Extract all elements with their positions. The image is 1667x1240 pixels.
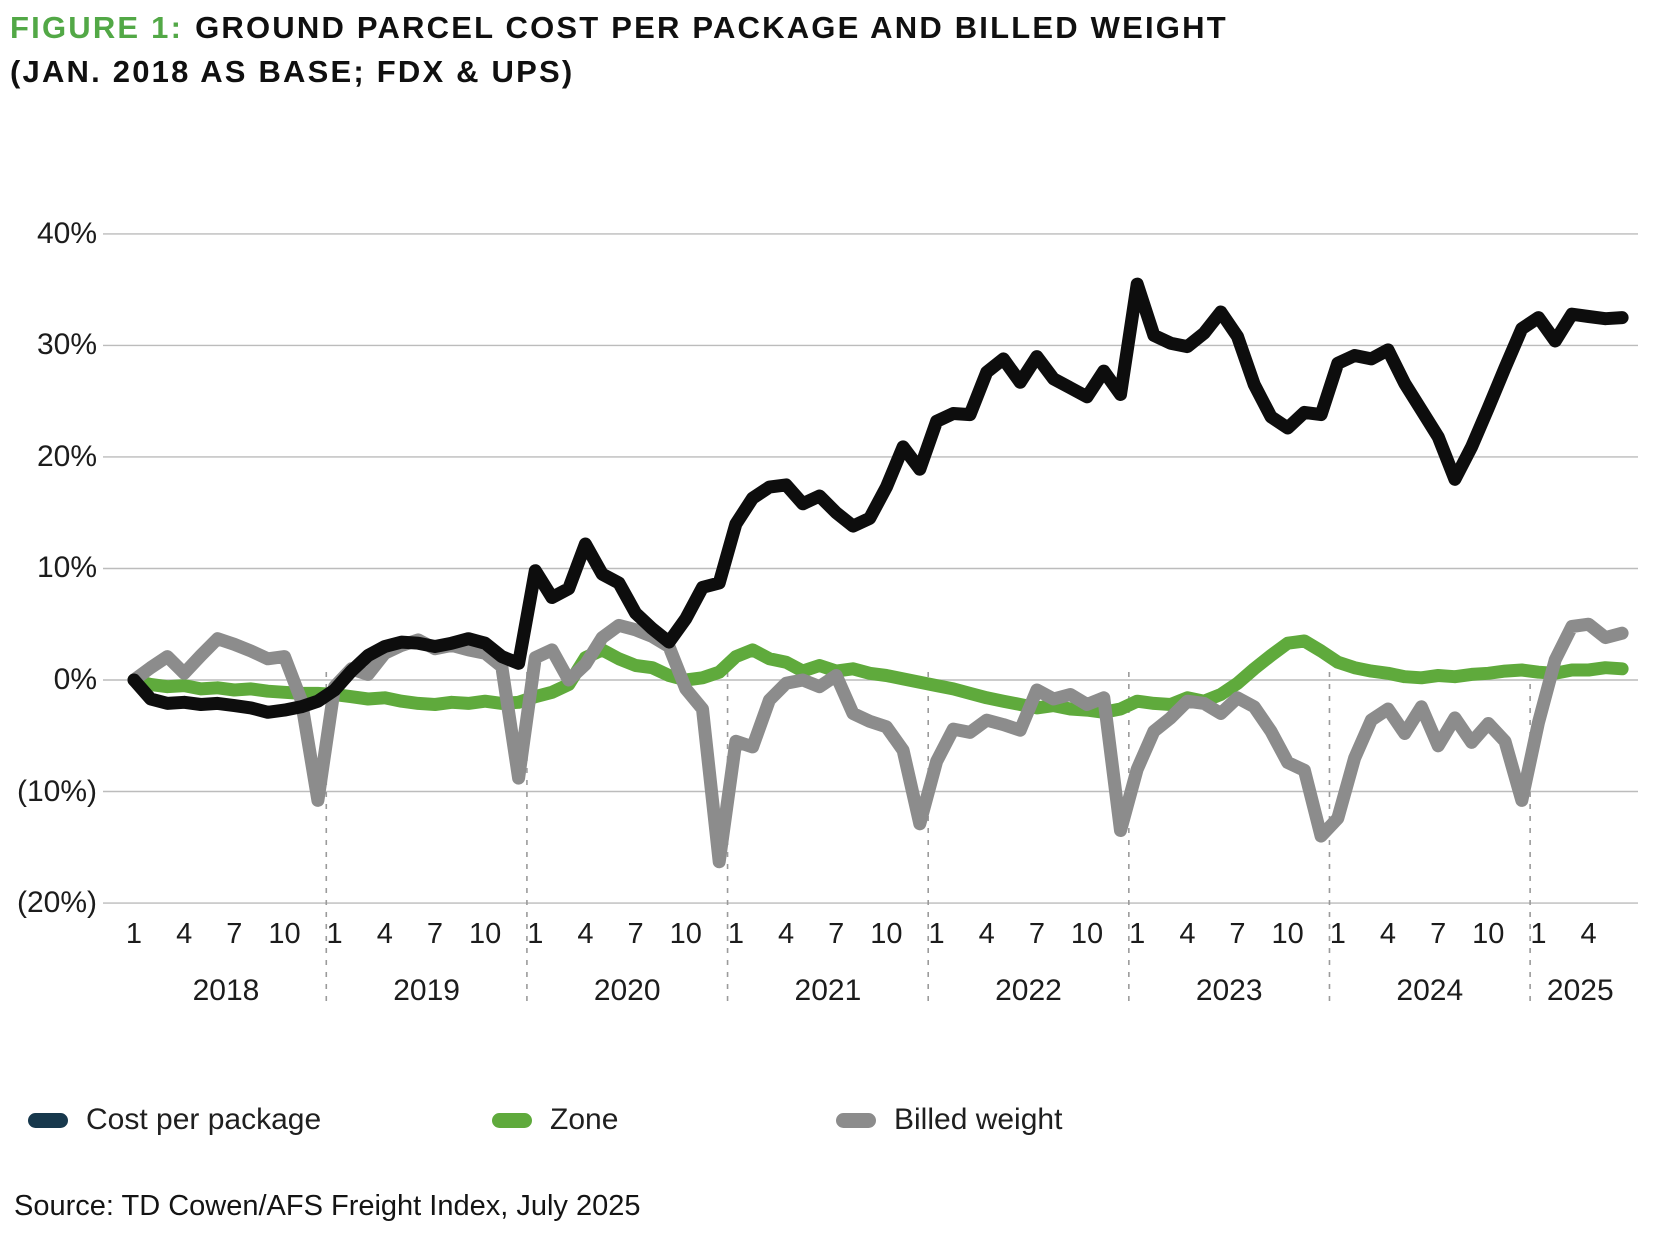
legend-swatch-icon (28, 1112, 68, 1128)
x-axis-tick-label: 4 (1580, 918, 1597, 950)
legend-item-billed-weight: Billed weight (836, 1100, 1062, 1140)
x-axis-tick-label: 10 (669, 918, 702, 950)
x-axis-year-label: 2020 (593, 974, 661, 1007)
x-axis-year-label: 2021 (794, 974, 862, 1007)
legend-label: Zone (550, 1103, 619, 1136)
y-axis-label: 30% (36, 328, 97, 362)
x-axis-tick-label: 4 (376, 918, 393, 950)
x-axis-tick-label: 7 (1430, 918, 1447, 950)
x-axis-tick-label: 10 (268, 918, 301, 950)
series-line-billed-weight (127, 617, 1629, 869)
source-note: Source: TD Cowen/AFS Freight Index, July… (14, 1190, 641, 1222)
x-axis-tick-label: 7 (1229, 918, 1246, 950)
figure-title-line1: FIGURE 1: GROUND PARCEL COST PER PACKAGE … (10, 6, 1228, 50)
x-axis-tick-label: 1 (928, 918, 945, 950)
x-axis-tick-label: 4 (978, 918, 995, 950)
legend-item-cost-per-package: Cost per package (28, 1100, 321, 1140)
legend-item-zone: Zone (492, 1100, 618, 1140)
x-axis-tick-label: 10 (1472, 918, 1505, 950)
x-axis-tick-label: 7 (226, 918, 243, 950)
series-line-cost-per-package (127, 277, 1629, 719)
x-axis-tick-label: 4 (778, 918, 795, 950)
x-axis-tick-label: 10 (870, 918, 903, 950)
x-axis-year-label: 2018 (192, 974, 260, 1007)
x-axis-tick-label: 7 (627, 918, 644, 950)
figure-title-text: GROUND PARCEL COST PER PACKAGE AND BILLE… (195, 10, 1228, 45)
figure-label: FIGURE 1: (10, 10, 184, 45)
x-axis-year-label: 2023 (1195, 974, 1263, 1007)
x-axis-tick-label: 7 (828, 918, 845, 950)
x-axis-tick-label: 1 (1329, 918, 1346, 950)
x-axis-year-label: 2019 (393, 974, 460, 1007)
x-axis-tick-label: 4 (1379, 918, 1397, 950)
legend-label: Billed weight (894, 1103, 1063, 1136)
x-axis-tick-label: 7 (426, 918, 444, 950)
x-axis-tick-label: 10 (1271, 918, 1304, 950)
x-axis-tick-label: 1 (527, 918, 544, 950)
y-axis-label: 40% (36, 216, 97, 250)
x-axis-year-label: 2024 (1396, 974, 1464, 1007)
x-axis-tick-label: 4 (176, 918, 193, 950)
x-axis-tick-label: 1 (326, 918, 343, 950)
y-axis-label: 10% (36, 551, 97, 585)
x-axis-tick-label: 1 (1530, 918, 1547, 950)
y-axis-label: 0% (53, 663, 97, 696)
x-axis-tick-label: 10 (1070, 918, 1104, 950)
figure-title: FIGURE 1: GROUND PARCEL COST PER PACKAGE … (10, 6, 1228, 94)
y-axis-label: (10%) (16, 774, 97, 808)
figure-title-line2: (JAN. 2018 AS BASE; FDX & UPS) (10, 54, 575, 89)
legend-swatch-icon (836, 1112, 876, 1128)
y-axis-label: 20% (36, 439, 97, 473)
x-axis-tick-label: 4 (577, 918, 594, 950)
x-axis-tick-label: 1 (727, 918, 744, 950)
x-axis-tick-label: 10 (468, 918, 502, 950)
x-axis-tick-label: 7 (1028, 918, 1045, 950)
x-axis-year-label: 2025 (1546, 974, 1614, 1007)
y-axis-label: (20%) (16, 886, 97, 920)
x-axis-tick-label: 4 (1179, 918, 1196, 950)
series-line-zone (127, 634, 1629, 719)
x-axis-tick-label: 1 (1129, 918, 1146, 950)
x-axis-tick-label: 1 (125, 918, 143, 950)
x-axis-year-label: 2022 (995, 974, 1062, 1007)
legend-label: Cost per package (86, 1103, 322, 1136)
legend-swatch-icon (492, 1112, 532, 1128)
